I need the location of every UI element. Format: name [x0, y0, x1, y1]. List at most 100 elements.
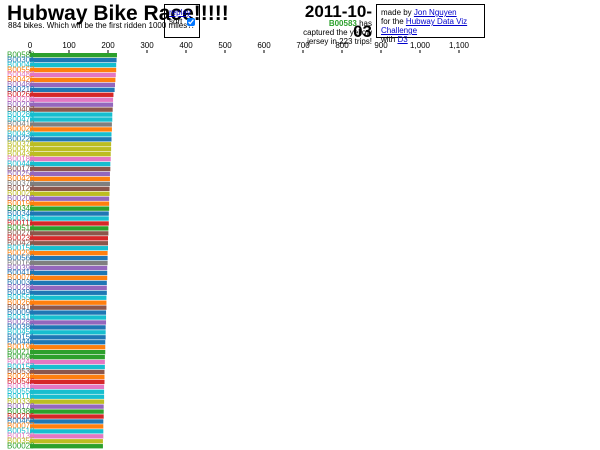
bar: [30, 122, 112, 127]
sort-checkbox[interactable]: [186, 17, 195, 26]
challenge-link[interactable]: Hubway Data Viz Challenge: [381, 17, 468, 35]
bar: [30, 384, 105, 389]
bar: [30, 72, 116, 78]
author-link[interactable]: Jon Nguyen: [413, 8, 457, 17]
bar-label: B00111: [7, 219, 34, 228]
bar-label: B00031: [7, 278, 35, 287]
bar-label: B00443: [7, 159, 35, 168]
bar: [30, 231, 109, 236]
bar-label: B00346: [7, 209, 35, 218]
bar-label: B00200: [7, 95, 35, 104]
credits: made by Jon Nguyen for the Hubway Data V…: [376, 4, 485, 44]
bar-label: B00557: [7, 65, 35, 74]
bar: [30, 275, 108, 281]
bar-label: B00495: [7, 288, 35, 297]
bar: [30, 181, 110, 187]
x-tick-label: 500: [218, 41, 232, 50]
leader: B00583: [328, 19, 357, 28]
bar: [30, 196, 110, 201]
x-tick-label: 400: [179, 41, 193, 50]
bar-label: B00477: [7, 144, 35, 153]
bar: [30, 429, 104, 434]
subtitle: 884 bikes. Which will be the first ridde…: [8, 21, 194, 30]
bar: [30, 97, 114, 102]
bar-label: B00151: [7, 333, 35, 342]
bar: [30, 241, 108, 246]
bar-label: B00240: [7, 357, 35, 366]
bar-label: B00070: [7, 273, 35, 282]
bar-label: B00418: [7, 268, 35, 277]
bar-label: B00166: [7, 258, 35, 267]
bar: [30, 424, 104, 429]
bar-label: B00463: [7, 417, 35, 426]
bar-label: B00413: [7, 120, 35, 129]
bar: [30, 295, 107, 300]
bar-label: B00451: [7, 328, 35, 337]
bar: [30, 444, 103, 449]
bar-label: B00532: [7, 367, 35, 376]
bar-label: B00157: [7, 362, 35, 371]
bar-label: B00262: [7, 298, 35, 307]
bar-label: B00207: [7, 100, 35, 109]
bar-label: B00202: [7, 194, 35, 203]
bar-label: B00219: [7, 85, 35, 94]
bar: [30, 216, 109, 221]
x-tick-label: 900: [374, 41, 388, 50]
x-tick-label: 0: [28, 41, 33, 50]
bar: [30, 102, 114, 107]
bar: [30, 330, 106, 335]
bar: [30, 117, 113, 122]
bar-label: B00077: [7, 422, 35, 431]
controls: replay sort: [164, 4, 200, 38]
replay-link[interactable]: replay: [169, 8, 191, 17]
credit-text: with: [381, 35, 396, 44]
bar-label: B00231: [7, 234, 35, 243]
bar: [30, 389, 105, 394]
bar-label: B00407: [7, 105, 35, 114]
bar: [30, 434, 104, 439]
bar: [30, 161, 111, 167]
lib-link[interactable]: D3: [397, 35, 408, 44]
bar-label: B00029: [7, 441, 35, 450]
bar-label: B00152: [7, 243, 35, 252]
bar-label: B00583: [7, 50, 35, 59]
bar-label: B00047: [7, 60, 35, 69]
bar: [30, 320, 107, 325]
bar-label: B00172: [7, 402, 35, 411]
bar: [30, 186, 110, 191]
bar-label: B00289: [7, 110, 35, 119]
bar: [30, 255, 108, 261]
bar-label: B00546: [7, 377, 35, 386]
bar: [30, 166, 111, 172]
bar: [30, 147, 112, 152]
bar: [30, 221, 109, 226]
bar-label: B00486: [7, 80, 35, 89]
bar: [30, 62, 117, 68]
bar-label: B00093: [7, 352, 35, 361]
bar: [30, 374, 105, 380]
bar: [30, 206, 110, 211]
bar: [30, 340, 106, 345]
bar-label: B00205: [7, 412, 35, 421]
bar: [30, 419, 104, 424]
bar: [30, 142, 112, 147]
bar: [30, 77, 116, 83]
bar: [30, 315, 107, 320]
bar: [30, 82, 116, 88]
x-tick-label: 600: [257, 41, 271, 50]
bar-label: B00316: [7, 382, 35, 391]
bar-label: B00432: [7, 149, 35, 158]
leader-text: has captured the yellow jersey in 223 tr…: [303, 19, 372, 46]
bar: [30, 156, 111, 162]
bar-label: B00318: [7, 313, 35, 322]
bar-label: B00420: [7, 174, 35, 183]
bar: [30, 354, 105, 360]
x-tick-label: 1,100: [449, 41, 470, 50]
x-tick-label: 800: [335, 41, 349, 50]
bar-label: B00436: [7, 130, 35, 139]
bar: [30, 265, 108, 271]
bar-label: B00441: [7, 338, 35, 347]
bar: [30, 364, 105, 370]
bar: [30, 137, 112, 142]
